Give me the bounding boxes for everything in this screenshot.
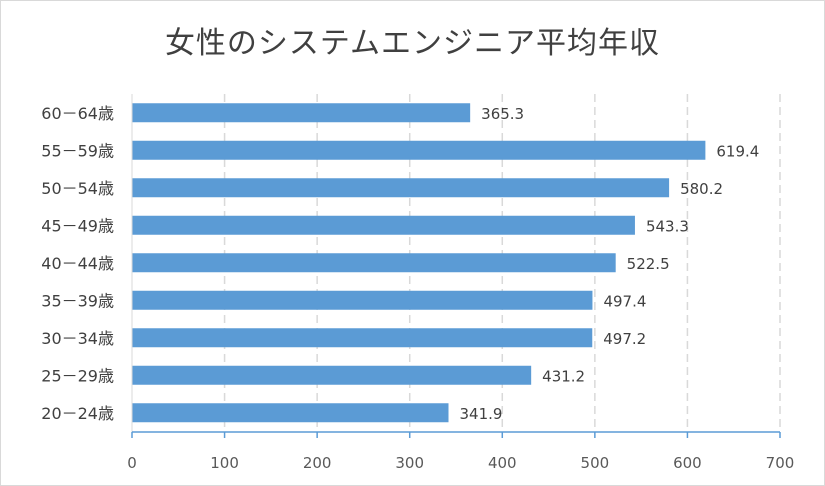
value-label: 522.5 xyxy=(627,255,670,273)
value-label: 341.9 xyxy=(460,405,503,423)
bars xyxy=(132,103,706,423)
category-label: 50－54歳 xyxy=(41,179,114,198)
bar xyxy=(132,103,471,123)
x-tick-label: 400 xyxy=(488,454,517,472)
value-label: 580.2 xyxy=(680,180,723,198)
value-label: 497.4 xyxy=(603,292,646,310)
bar xyxy=(132,253,616,273)
value-label: 431.2 xyxy=(542,367,585,385)
category-label: 60－64歳 xyxy=(41,104,114,123)
category-label: 35－39歳 xyxy=(41,291,114,310)
labels: 0 100 200 300 400 500 600 700 20－24歳 341.9 25－29歳 4… xyxy=(41,104,794,472)
category-label: 40－44歳 xyxy=(41,254,114,273)
bar xyxy=(132,140,706,160)
x-tick-label: 200 xyxy=(303,454,332,472)
chart-title: 女性のシステムエンジニア平均年収 xyxy=(164,26,661,61)
bar xyxy=(132,403,449,423)
category-label: 55－59歳 xyxy=(41,141,114,160)
value-label: 543.3 xyxy=(646,217,689,235)
bar xyxy=(132,365,532,385)
bar xyxy=(132,328,593,348)
category-label: 20－24歳 xyxy=(41,404,114,423)
value-label: 365.3 xyxy=(481,105,524,123)
x-axis xyxy=(131,94,781,438)
x-tick-label: 600 xyxy=(673,454,702,472)
category-label: 30－34歳 xyxy=(41,329,114,348)
x-tick-label: 300 xyxy=(395,454,424,472)
x-tick-label: 0 xyxy=(127,454,137,472)
value-label: 619.4 xyxy=(716,142,759,160)
category-label: 45－49歳 xyxy=(41,216,114,235)
x-tick-label: 100 xyxy=(210,454,239,472)
x-tick-label: 500 xyxy=(581,454,610,472)
bar xyxy=(132,215,635,235)
value-label: 497.2 xyxy=(603,330,646,348)
bar xyxy=(132,178,670,198)
category-label: 25－29歳 xyxy=(41,366,114,385)
x-tick-label: 700 xyxy=(766,454,795,472)
bar xyxy=(132,290,593,310)
